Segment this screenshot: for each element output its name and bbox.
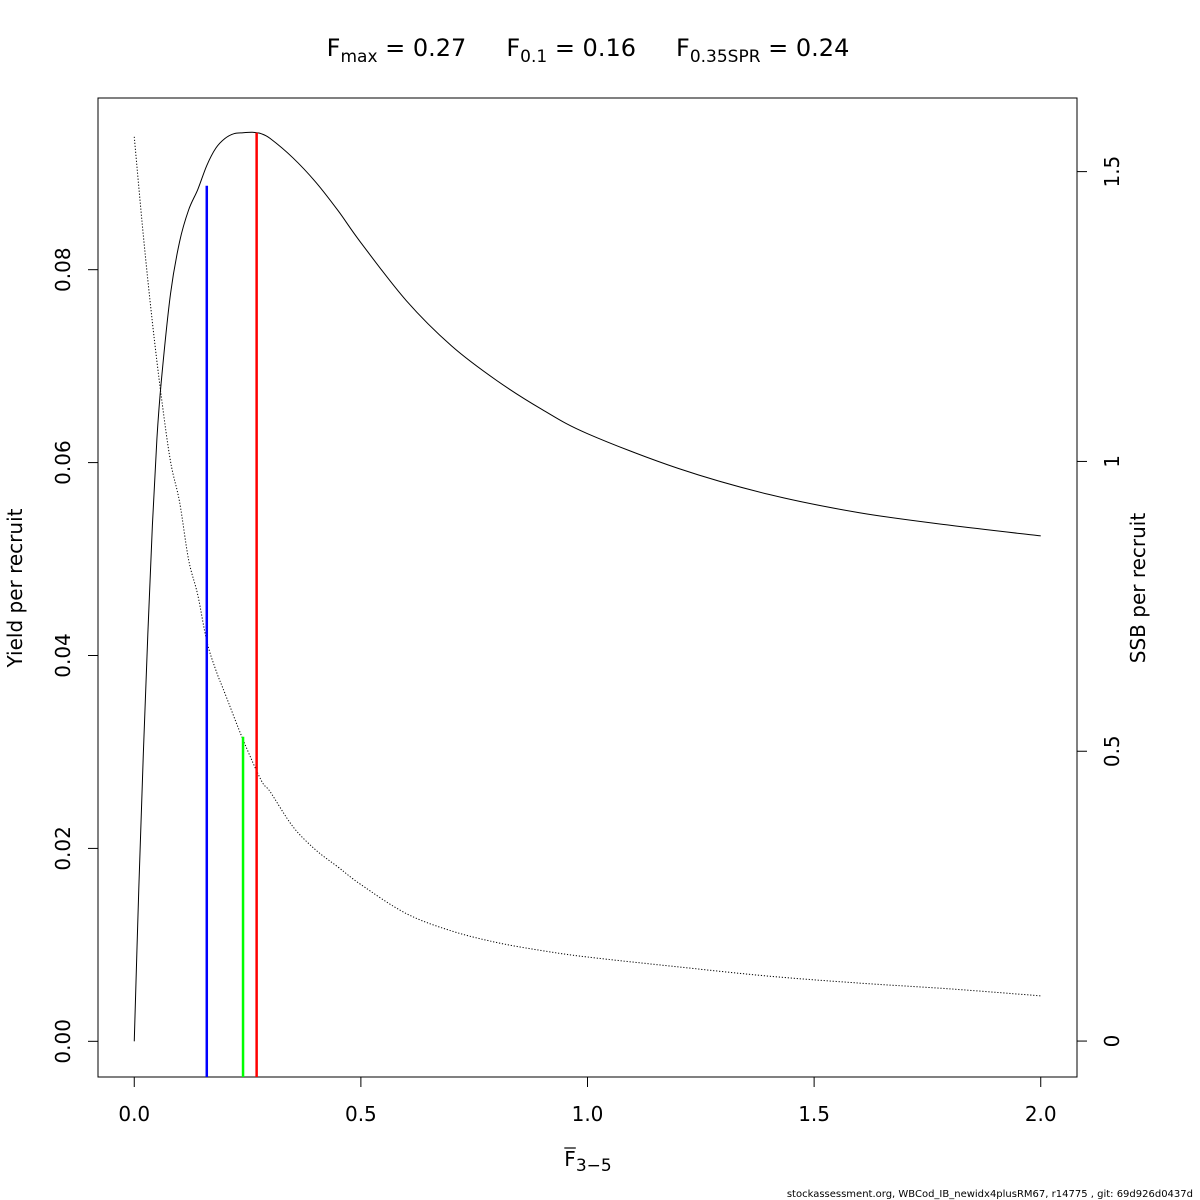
- x-axis: 0.0 0.5 1.0 1.5 2.0: [118, 1076, 1057, 1126]
- y-axis-left: 0.00 0.02 0.04 0.06 0.08: [51, 247, 99, 1064]
- y-axis-right: 0 0.5 1 1.5: [1076, 156, 1124, 1048]
- y-axis-label: Yield per recruit: [3, 508, 27, 668]
- x-axis-label-sub: 3−5: [576, 1156, 612, 1176]
- y-tick-label: 0.02: [51, 826, 75, 871]
- y2-tick-label: 1: [1100, 455, 1124, 468]
- title-fmax-sub: max: [340, 47, 377, 67]
- title-fmax-main: F: [327, 34, 341, 62]
- y2-tick-label: 0.5: [1100, 735, 1124, 767]
- y2-axis-label: SSB per recruit: [1126, 513, 1150, 664]
- title-fmax-value: = 0.27: [378, 34, 467, 62]
- x-tick-label: 1.0: [572, 1102, 604, 1126]
- series-layer: [133, 131, 1041, 1042]
- y2-tick-label: 1.5: [1100, 156, 1124, 188]
- plot-frame: [97, 97, 1078, 1078]
- y2-tick-label: 0: [1100, 1035, 1124, 1048]
- title-f01-value: = 0.16: [547, 34, 636, 62]
- x-axis-label: F3−5: [564, 1147, 611, 1176]
- title-f01-main: F: [506, 34, 520, 62]
- y-tick-label: 0.04: [51, 633, 75, 678]
- y-tick-label: 0.00: [51, 1019, 75, 1064]
- title-fspr-sub: 0.35SPR: [690, 47, 761, 67]
- title-fspr-value: = 0.24: [761, 34, 850, 62]
- x-axis-label-main: F: [564, 1147, 576, 1171]
- footer-credit: stockassessment.org, WBCod_IB_newidx4plu…: [787, 1189, 1193, 1200]
- chart-title: Fmax = 0.27 F0.1 = 0.16 F0.35SPR = 0.24: [327, 34, 850, 67]
- yield-per-recruit-line: [133, 131, 1041, 1042]
- ssb-per-recruit-line: [133, 136, 1041, 997]
- reference-lines: [205, 132, 258, 1077]
- title-fspr-main: F: [676, 34, 690, 62]
- y-tick-label: 0.06: [51, 440, 75, 485]
- x-tick-label: 0.5: [345, 1102, 377, 1126]
- x-tick-label: 0.0: [118, 1102, 150, 1126]
- title-f01-sub: 0.1: [520, 47, 547, 67]
- x-tick-label: 2.0: [1025, 1102, 1057, 1126]
- x-tick-label: 1.5: [798, 1102, 830, 1126]
- y-tick-label: 0.08: [51, 247, 75, 292]
